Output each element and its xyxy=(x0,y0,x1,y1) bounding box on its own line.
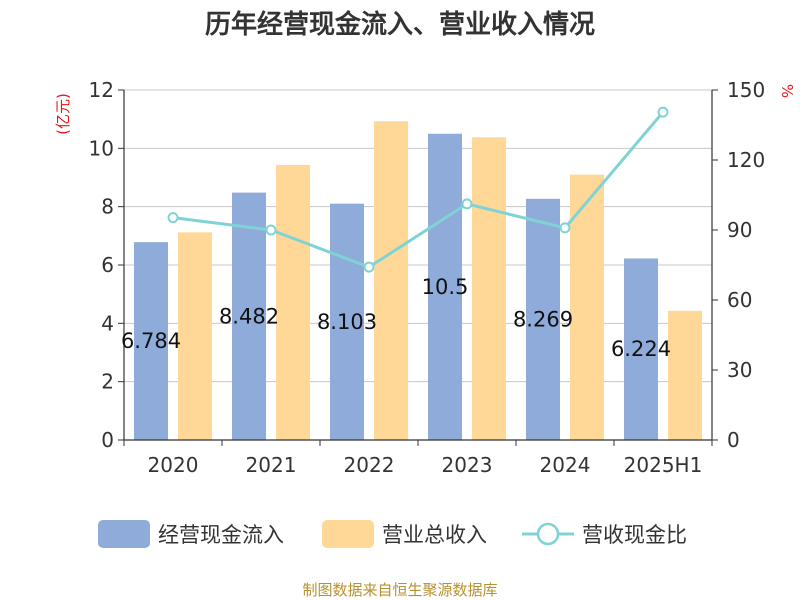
left-tick-label: 8 xyxy=(101,195,114,219)
data-labels-group: 6.784 8.482 8.103 10.5 8.269 6.224 xyxy=(121,275,671,361)
bar-cash-inflow xyxy=(330,203,364,440)
x-tick-label: 2024 xyxy=(540,453,591,477)
chart-title: 历年经营现金流入、营业收入情况 xyxy=(205,9,595,40)
left-tick-label: 2 xyxy=(101,370,114,394)
legend-marker-ratio xyxy=(536,522,560,546)
source-note: 制图数据来自恒生聚源数据库 xyxy=(302,581,497,599)
x-tick-label: 2020 xyxy=(148,453,199,477)
legend-label-revenue: 营业总收入 xyxy=(382,523,487,547)
data-label: 6.784 xyxy=(121,329,181,353)
right-tick-label: 30 xyxy=(727,358,752,382)
bar-revenue xyxy=(178,232,212,440)
left-tick-label: 10 xyxy=(89,136,114,160)
ratio-point xyxy=(265,224,277,236)
ratio-line xyxy=(172,111,665,269)
legend-label-ratio: 营收现金比 xyxy=(582,523,687,547)
right-tick-label: 90 xyxy=(727,218,752,242)
ratio-point xyxy=(363,261,375,273)
data-label: 8.103 xyxy=(317,310,377,334)
bar-revenue xyxy=(374,121,408,440)
bar-cash-inflow xyxy=(526,198,560,440)
right-axis-unit: % xyxy=(778,84,796,98)
data-label: 6.224 xyxy=(611,337,671,361)
ratio-point xyxy=(167,212,179,224)
right-tick-label: 60 xyxy=(727,288,752,312)
x-tick-label: 2021 xyxy=(246,453,297,477)
data-label: 8.482 xyxy=(219,304,279,328)
bar-revenue xyxy=(276,164,310,441)
x-tick-label: 2022 xyxy=(344,453,395,477)
x-tick-label: 2023 xyxy=(442,453,493,477)
bars-group xyxy=(134,121,702,441)
data-label: 8.269 xyxy=(513,307,573,331)
bar-revenue xyxy=(472,137,506,440)
ratio-line-group xyxy=(167,106,669,273)
grid-lines xyxy=(124,89,712,383)
ratio-point xyxy=(559,222,571,234)
bar-cash-inflow xyxy=(428,133,462,440)
legend-swatch-cash-inflow xyxy=(98,520,150,548)
ratio-point xyxy=(657,106,669,118)
legend-swatch-revenue xyxy=(322,520,374,548)
right-tick-label: 120 xyxy=(727,148,765,172)
legend: 经营现金流入 营业总收入 营收现金比 xyxy=(98,520,687,548)
bar-revenue xyxy=(668,310,702,440)
left-tick-label: 4 xyxy=(101,311,114,335)
left-tick-label: 12 xyxy=(89,78,114,102)
left-axis-unit: (亿元) xyxy=(54,93,72,135)
bar-revenue xyxy=(570,174,604,441)
left-tick-label: 6 xyxy=(101,253,114,277)
bar-cash-inflow xyxy=(624,258,658,440)
ratio-point xyxy=(461,198,473,210)
data-label: 10.5 xyxy=(422,275,469,299)
bar-cash-inflow xyxy=(134,242,168,440)
x-tick-label: 2025H1 xyxy=(624,453,703,477)
legend-label-cash-inflow: 经营现金流入 xyxy=(158,523,284,547)
bar-cash-inflow xyxy=(232,192,266,440)
right-tick-label: 0 xyxy=(727,428,740,452)
right-tick-label: 150 xyxy=(727,78,765,102)
left-tick-label: 0 xyxy=(101,428,114,452)
